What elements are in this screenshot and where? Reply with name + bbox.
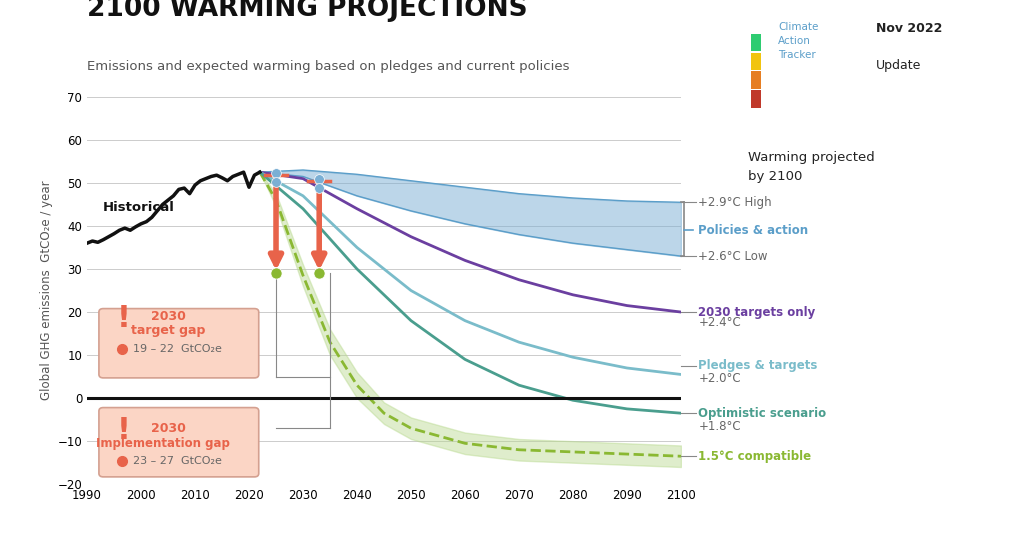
Text: 19 – 22  GtCO₂e: 19 – 22 GtCO₂e xyxy=(133,344,222,353)
Text: 23 – 27  GtCO₂e: 23 – 27 GtCO₂e xyxy=(133,456,222,465)
Text: !: ! xyxy=(117,416,131,445)
Text: !: ! xyxy=(117,304,131,333)
Text: Update: Update xyxy=(876,59,921,72)
Text: Climate
Action
Tracker: Climate Action Tracker xyxy=(778,22,818,60)
Text: +2.0°C: +2.0°C xyxy=(698,372,741,385)
Text: Pledges & targets: Pledges & targets xyxy=(698,359,818,372)
Text: Nov 2022: Nov 2022 xyxy=(876,22,942,34)
Text: +2.4°C: +2.4°C xyxy=(698,316,741,329)
Bar xyxy=(751,72,761,89)
Text: 1.5°C compatible: 1.5°C compatible xyxy=(698,450,811,463)
Text: +2.6°C Low: +2.6°C Low xyxy=(698,250,768,263)
Text: +1.8°C: +1.8°C xyxy=(698,420,741,433)
Y-axis label: Global GHG emissions  GtCO₂e / year: Global GHG emissions GtCO₂e / year xyxy=(40,181,53,400)
Text: Optimistic scenario: Optimistic scenario xyxy=(698,407,826,420)
FancyBboxPatch shape xyxy=(99,309,259,378)
Text: Emissions and expected warming based on pledges and current policies: Emissions and expected warming based on … xyxy=(87,60,569,73)
Text: +2.9°C High: +2.9°C High xyxy=(698,196,772,209)
Text: Policies & action: Policies & action xyxy=(698,224,809,237)
Text: 2030 targets only: 2030 targets only xyxy=(698,306,816,318)
Bar xyxy=(751,90,761,108)
Text: Warming projected
by 2100: Warming projected by 2100 xyxy=(748,151,874,182)
Text: 2030: 2030 xyxy=(151,422,185,435)
Text: 2030: 2030 xyxy=(151,310,185,323)
Text: Implementation gap: Implementation gap xyxy=(95,437,229,450)
Text: target gap: target gap xyxy=(131,324,205,337)
Text: 2100 WARMING PROJECTIONS: 2100 WARMING PROJECTIONS xyxy=(87,0,527,22)
Text: Historical: Historical xyxy=(103,201,175,214)
Bar xyxy=(751,53,761,70)
FancyBboxPatch shape xyxy=(99,408,259,477)
Bar xyxy=(751,34,761,51)
